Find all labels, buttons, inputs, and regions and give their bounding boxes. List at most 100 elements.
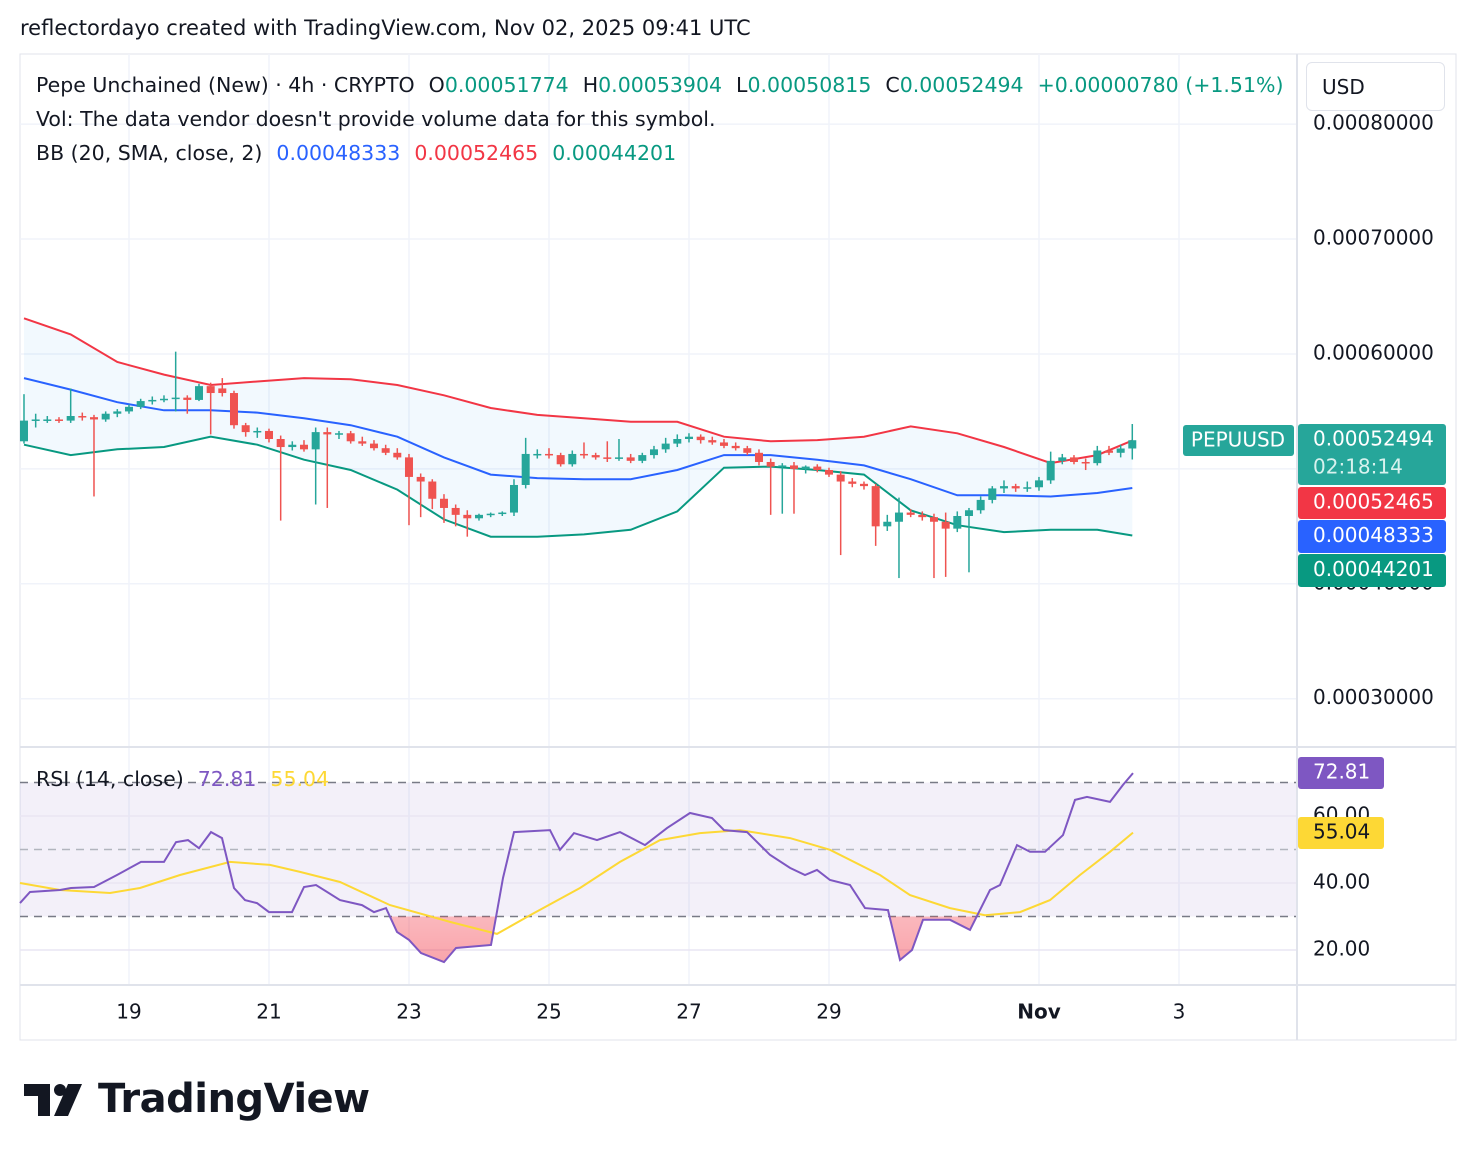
x-tick-label: 27	[676, 1000, 701, 1024]
candle-body	[101, 413, 110, 420]
close-tag: 0.00052494	[1313, 427, 1434, 451]
rsi-value: 72.81	[197, 767, 257, 791]
candle-body	[89, 417, 98, 420]
y-tick-label: 20.00	[1313, 936, 1370, 960]
ohlc-value: 0.00053904	[598, 73, 723, 97]
bb-upper-tag: 0.00052465	[1313, 490, 1434, 514]
rsi-tag: 72.81	[1313, 760, 1370, 784]
candle-body	[929, 517, 938, 522]
candle-body	[1081, 461, 1090, 464]
candle-body	[183, 397, 192, 400]
candle-body	[194, 386, 203, 400]
candle-body	[159, 398, 168, 401]
candle-body	[848, 481, 857, 484]
y-tick-label: 0.00070000	[1313, 226, 1434, 250]
symbol-tag: PEPUUSD	[1191, 428, 1285, 452]
bb-lower-value: 0.00044201	[552, 141, 677, 165]
candle-body	[276, 439, 285, 448]
candle-body	[964, 510, 973, 516]
chart-frame	[19, 53, 1457, 1041]
candle-body	[486, 513, 495, 516]
candle-body	[428, 481, 437, 499]
candle-body	[253, 430, 262, 433]
candle-body	[311, 432, 320, 450]
x-tick-label: 19	[116, 1000, 141, 1024]
ohlc-label: C	[885, 73, 900, 97]
candle-body	[229, 393, 238, 426]
candle-body	[1023, 487, 1032, 489]
candle-body	[124, 406, 133, 412]
candle-body	[649, 449, 658, 456]
x-tick-label: Nov	[1017, 1000, 1061, 1024]
ohlc-value: 0.00051774	[444, 73, 569, 97]
candle-body	[1104, 450, 1113, 453]
candle-body	[579, 453, 588, 456]
candle-body	[824, 470, 833, 475]
bb-legend: BB (20, SMA, close, 2) 0.00048333 0.0005…	[36, 140, 690, 166]
candle-body	[1128, 440, 1137, 449]
volume-note: Vol: The data vendor doesn't provide vol…	[36, 106, 730, 132]
candle-body	[638, 455, 647, 461]
candle-body	[288, 444, 297, 448]
candle-body	[474, 514, 483, 519]
candle-body	[439, 498, 448, 508]
candle-body	[673, 439, 682, 444]
candle-body	[54, 419, 63, 421]
bb-basis-value: 0.00048333	[276, 141, 401, 165]
candle-body	[43, 419, 52, 421]
candle-body	[1034, 480, 1043, 488]
candle-body	[988, 488, 997, 500]
candle-body	[544, 453, 553, 456]
candle-body	[731, 445, 740, 449]
candle-body	[241, 425, 250, 433]
bb-lower-tag-bg	[1298, 554, 1446, 587]
candle-body	[381, 448, 390, 453]
candle-body	[568, 453, 577, 465]
candle-body	[743, 448, 752, 453]
candle-body	[369, 443, 378, 449]
currency-button[interactable]: USD	[1306, 62, 1445, 111]
rsi-line	[19, 772, 1134, 964]
rsi-line	[19, 829, 1134, 935]
countdown: 02:18:14	[1313, 455, 1403, 479]
rsi-legend: RSI (14, close) 72.81 55.04	[36, 766, 343, 792]
candle-body	[906, 512, 915, 515]
candle-body	[696, 436, 705, 441]
symbol-tag-bg	[1183, 425, 1294, 456]
candle-body	[894, 512, 903, 522]
candle-body	[463, 514, 472, 519]
bb-basis-tag: 0.00048333	[1313, 523, 1434, 547]
rsi-ma-tag: 55.04	[1313, 820, 1370, 844]
candle-body	[171, 397, 180, 400]
ohlc-label: O	[428, 73, 445, 97]
candle-body	[1116, 448, 1125, 453]
ohlc-value: 0.00052494	[899, 73, 1024, 97]
symbol-title: Pepe Unchained (New) · 4h · CRYPTO	[36, 73, 415, 97]
candle-body	[859, 483, 868, 487]
candle-body	[1011, 486, 1020, 489]
bb-upper-tag-bg	[1298, 487, 1446, 519]
candle-body	[393, 452, 402, 458]
y-tick-label: 0.00030000	[1313, 685, 1434, 709]
candle-body	[358, 441, 367, 444]
y-tick-label: 40.00	[1313, 870, 1370, 894]
candle-body	[999, 486, 1008, 489]
logo-text: TradingView	[98, 1076, 370, 1122]
candle-body	[661, 443, 670, 450]
x-tick-label: 3	[1173, 1000, 1186, 1024]
candle-body	[533, 453, 542, 456]
candle-body	[754, 452, 763, 462]
candle-body	[789, 465, 798, 469]
candle-body	[264, 430, 273, 439]
candle-body	[976, 499, 985, 511]
note: Vol: The data vendor doesn't provide vol…	[36, 107, 716, 131]
y-tick-label: 0.00060000	[1313, 340, 1434, 364]
x-tick-label: 25	[536, 1000, 561, 1024]
bb-upper-value: 0.00052465	[414, 141, 539, 165]
candle-body	[206, 386, 215, 394]
x-tick-label: 29	[816, 1000, 841, 1024]
rsi-ma-value: 55.04	[270, 767, 330, 791]
bb-lower-tag: 0.00044201	[1313, 557, 1434, 581]
